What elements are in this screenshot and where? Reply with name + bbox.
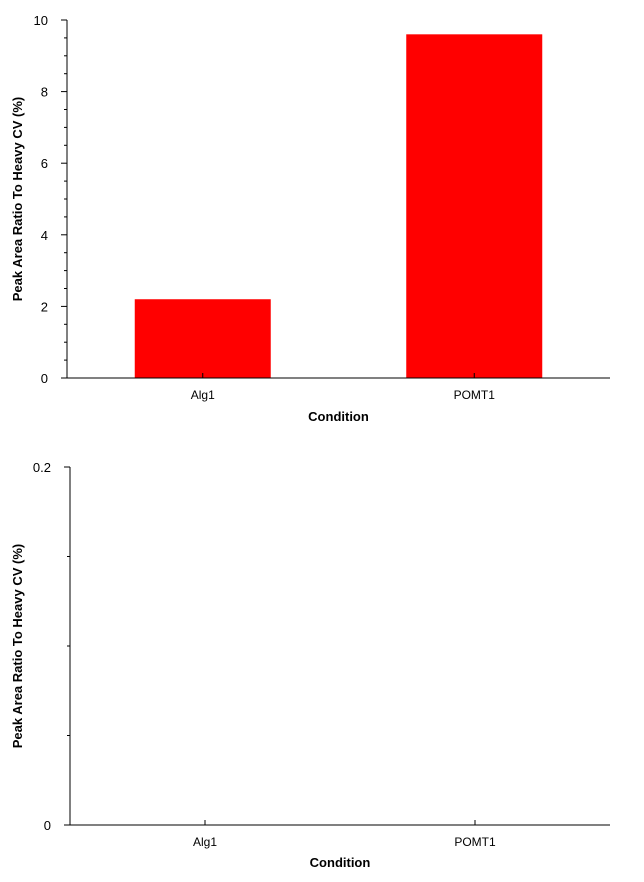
x-tick-label: Alg1: [193, 835, 217, 849]
y-axis-title: Peak Area Ratio To Heavy CV (%): [10, 544, 25, 748]
y-tick-label: 4: [41, 228, 48, 243]
y-tick-label: 0: [41, 371, 48, 386]
y-tick-label: 6: [41, 156, 48, 171]
bar-pomt1: [406, 34, 543, 378]
x-axis-title: Condition: [310, 855, 371, 870]
y-axis-title: Peak Area Ratio To Heavy CV (%): [10, 97, 25, 301]
y-tick-label: 10: [34, 13, 48, 28]
y-tick-label: 2: [41, 299, 48, 314]
chart-bottom: 0 0.2 Alg1 POMT1 Condition Peak Area Ratio To…: [10, 460, 610, 870]
chart-top: 0 2 4 6 8 10 Alg1 POMT1 Condition Peak Area Ratio…: [10, 13, 610, 424]
y-tick-label: 8: [41, 85, 48, 100]
x-tick-label: POMT1: [454, 835, 496, 849]
y-tick-label: 0: [44, 818, 51, 833]
x-tick-label: POMT1: [454, 388, 496, 402]
x-axis-title: Condition: [308, 409, 369, 424]
x-tick-label: Alg1: [191, 388, 215, 402]
y-tick-label: 0.2: [33, 460, 51, 475]
bar-alg1: [134, 299, 271, 378]
